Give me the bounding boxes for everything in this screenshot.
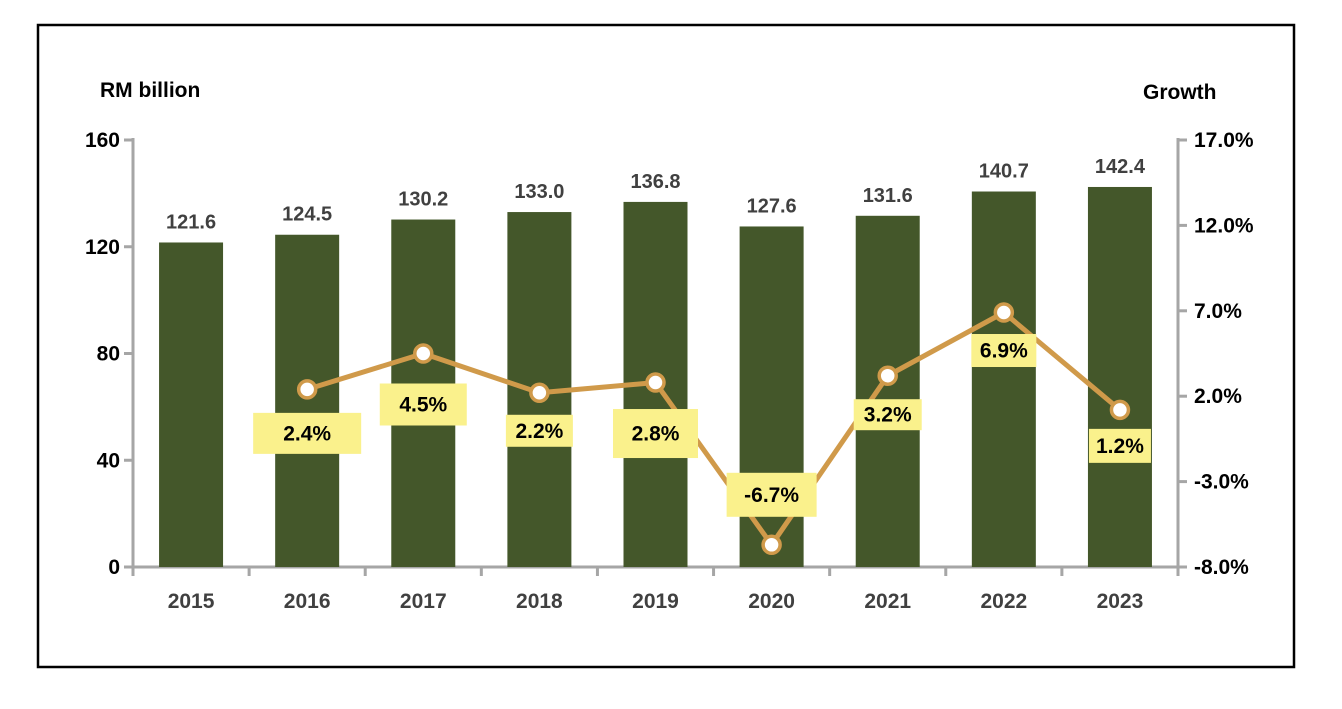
year-label: 2018 [516, 590, 563, 613]
growth-label-box [253, 412, 362, 454]
growth-marker [993, 302, 1015, 323]
bar-value-label: 133.0 [514, 181, 564, 203]
growth-label-box [505, 414, 573, 447]
growth-marker [1109, 399, 1131, 421]
year-label: 2022 [980, 590, 1027, 613]
growth-label-box [379, 383, 467, 426]
right-tick-label: 12.0% [1194, 214, 1254, 237]
bar [971, 191, 1036, 567]
right-tick-label: -8.0% [1194, 556, 1249, 579]
left-tick-label: 120 [85, 236, 120, 259]
bar-value-label: 124.5 [282, 204, 332, 226]
year-label: 2021 [864, 590, 911, 613]
growth-marker [761, 534, 782, 556]
growth-label-box [1088, 428, 1151, 463]
growth-label: 2.2% [515, 420, 563, 443]
year-label: 2019 [632, 590, 679, 613]
bar [275, 234, 340, 567]
bar [1087, 186, 1152, 567]
growth-label: -6.7% [744, 484, 799, 507]
growth-marker [877, 365, 898, 386]
growth-label: 6.9% [980, 340, 1028, 363]
bar-value-label: 127.6 [747, 195, 797, 217]
growth-marker [413, 343, 434, 364]
growth-label: 2.4% [283, 422, 331, 445]
growth-label-box [853, 399, 922, 431]
right-axis-title: Growth [1143, 81, 1217, 104]
right-tick-label: 2.0% [1194, 385, 1242, 408]
right-tick-label: 17.0% [1194, 129, 1254, 152]
right-tick-label: -3.0% [1194, 471, 1249, 494]
year-label: 2020 [748, 590, 795, 613]
growth-marker [296, 379, 318, 400]
growth-line [306, 310, 1122, 548]
year-label: 2016 [284, 590, 331, 613]
left-tick-label: 40 [97, 449, 120, 472]
bar-value-label: 121.6 [166, 211, 216, 233]
bar-value-label: 130.2 [398, 189, 448, 211]
growth-label: 2.8% [632, 423, 680, 446]
left-tick-label: 160 [85, 129, 120, 152]
bar-value-label: 142.4 [1095, 156, 1146, 178]
plot-area: 0 40 80 120 160 -8.0% -3.0% 2.0% 7.0% 12.0% 17.0% 1… [85, 129, 1254, 613]
growth-label: 3.2% [864, 404, 912, 427]
year-label: 2023 [1097, 590, 1144, 613]
growth-marker [645, 372, 666, 393]
bar-value-label: 131.6 [863, 185, 913, 207]
year-label: 2015 [168, 590, 215, 613]
growth-label-box [971, 334, 1037, 368]
bar-value-label: 140.7 [979, 161, 1029, 183]
left-tick-label: 0 [108, 556, 120, 579]
left-axis-title: RM billion [100, 79, 200, 102]
growth-label: 1.2% [1096, 435, 1144, 458]
chart-border [36, 23, 1296, 669]
growth-marker [529, 382, 550, 404]
year-label: 2017 [400, 590, 447, 613]
bar [159, 242, 224, 568]
growth-markers-group [296, 302, 1131, 556]
bar-value-label: 136.8 [630, 171, 680, 193]
right-tick-label: 7.0% [1194, 300, 1242, 323]
left-tick-label: 80 [97, 343, 120, 366]
growth-label-box [613, 409, 698, 459]
growth-labels-group: 2.4% 4.5% 2.2% 2.8% -6.7% 3.2% 6.9% 1.2% [253, 334, 1151, 517]
growth-label-box [726, 472, 817, 517]
bar [855, 215, 920, 568]
growth-label: 4.5% [399, 394, 447, 417]
